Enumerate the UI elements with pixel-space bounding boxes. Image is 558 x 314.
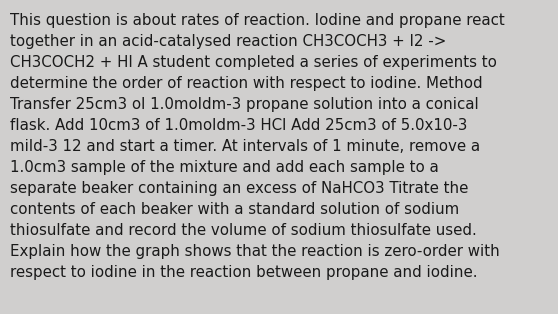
Text: This question is about rates of reaction. Iodine and propane react
together in a: This question is about rates of reaction…	[10, 13, 505, 279]
